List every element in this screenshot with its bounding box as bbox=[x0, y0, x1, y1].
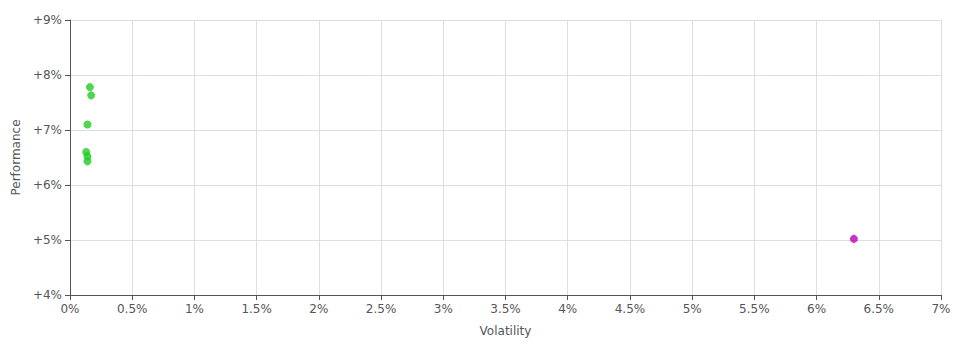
svg-text:1%: 1% bbox=[185, 302, 204, 316]
svg-text:Volatility: Volatility bbox=[480, 324, 532, 338]
svg-text:+9%: +9% bbox=[33, 13, 62, 27]
svg-text:+5%: +5% bbox=[33, 233, 62, 247]
svg-text:+4%: +4% bbox=[33, 288, 62, 302]
svg-text:+8%: +8% bbox=[33, 68, 62, 82]
svg-text:4.5%: 4.5% bbox=[615, 302, 646, 316]
svg-text:5.5%: 5.5% bbox=[739, 302, 770, 316]
svg-text:3%: 3% bbox=[434, 302, 453, 316]
svg-text:+6%: +6% bbox=[33, 178, 62, 192]
svg-text:+7%: +7% bbox=[33, 123, 62, 137]
svg-text:0.5%: 0.5% bbox=[117, 302, 148, 316]
svg-text:5%: 5% bbox=[683, 302, 702, 316]
svg-text:6.5%: 6.5% bbox=[864, 302, 895, 316]
svg-text:3.5%: 3.5% bbox=[490, 302, 521, 316]
svg-text:4%: 4% bbox=[558, 302, 577, 316]
svg-text:2%: 2% bbox=[309, 302, 328, 316]
svg-text:1.5%: 1.5% bbox=[241, 302, 272, 316]
svg-text:7%: 7% bbox=[931, 302, 950, 316]
svg-text:6%: 6% bbox=[807, 302, 826, 316]
svg-text:0%: 0% bbox=[60, 302, 79, 316]
svg-text:Performance: Performance bbox=[9, 119, 23, 195]
svg-text:2.5%: 2.5% bbox=[366, 302, 397, 316]
